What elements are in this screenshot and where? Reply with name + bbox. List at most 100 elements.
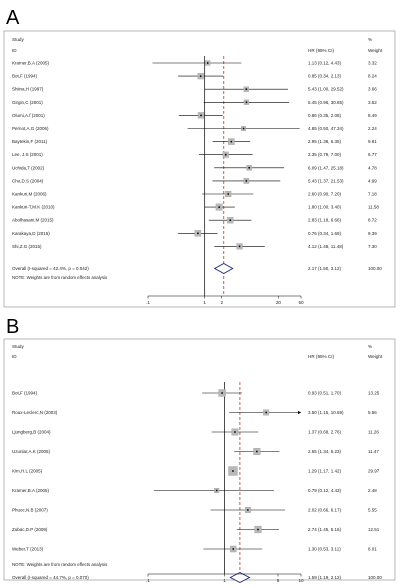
hr-ci-value: 6.09 (1.47, 25.18) [308,165,344,170]
point-estimate [230,140,233,143]
study-label: Olumi,A.f (2001) [12,113,45,118]
weight-value: 6.77 [368,152,377,157]
weight-value: 9.39 [368,231,377,236]
weight-value: 5.56 [368,410,377,415]
weight-value: 11.58 [368,205,379,210]
weight-value: 11.47 [368,449,379,454]
point-estimate [227,193,230,195]
hr-ci-value: 0.93 (0.51, 1.70) [308,391,342,396]
study-label: Baytekin,F (2011) [12,139,48,144]
weights-note: NOTE: Weights are from random effects an… [12,562,108,567]
weight-value: 13.25 [368,391,380,396]
weight-value: 11.26 [368,430,379,435]
x-tick-label: .1 [146,300,150,305]
panel-letter-a: A [6,7,20,29]
point-estimate [229,219,232,222]
plot-frame [3,30,396,308]
hr-ci-value: 0.76 (0.34, 1.69) [308,231,342,236]
overall-diamond [213,262,234,275]
study-label: Lee, J.S (2001) [12,152,43,157]
study-label: Ljungberg,B (2004) [12,430,51,435]
header-id: ID [12,354,17,359]
study-label: Bot,F (1994) [12,391,38,396]
overall-label: Overall (I-squared = 44.7%, p = 0.070) [12,575,89,580]
study-label: Kankuri,M (2006) [12,192,47,197]
weight-value: 3.52 [368,100,377,105]
point-estimate [245,180,248,182]
study-label: Cho,D.S (2004) [12,178,44,183]
x-tick-label: 50 [298,300,304,305]
weights-note: NOTE: Weights are from random effects an… [12,275,108,280]
overall-weight-value: 100.00 [368,575,382,580]
point-estimate [245,88,248,91]
study-label: Zubac,D.P (2009) [12,527,48,532]
weight-value: 8.72 [368,218,377,223]
x-tick-label: 20 [276,300,282,305]
point-estimate [200,114,202,117]
x-tick-label: 2 [220,300,223,305]
hr-ci-value: 4.12 (1.48, 11.48) [308,244,344,249]
study-label: Kramer,B.A (2005) [12,61,50,66]
weight-value: 7.18 [368,192,377,197]
hr-ci-value: 2.95 (1.38, 6.35) [308,139,342,144]
hr-ci-value: 1.37 (0.68, 2.76) [308,430,342,435]
point-estimate [224,153,227,156]
hr-ci-value: 2.83 (1.18, 6.66) [308,218,342,223]
weight-value: 4.78 [368,165,377,170]
study-label: Shiina,H (1997) [12,87,44,92]
study-label: Abolhasani,M (2015) [12,218,54,223]
point-estimate [246,509,249,511]
weight-value: 8.24 [368,74,377,79]
point-estimate [232,548,235,550]
ci-arrow [298,410,301,415]
header-id: ID [12,48,17,53]
study-label: Phuoc,N.B (2007) [12,508,48,513]
hr-ci-value: 1.29 (1.17, 1.42) [308,469,342,474]
hr-ci-value: 2.60 (0.90, 7.20) [308,192,342,197]
hr-ci-value: 5.43 (1.37, 21.53) [308,178,344,183]
point-estimate [265,411,268,414]
point-estimate [199,75,202,77]
point-estimate [238,245,241,248]
hr-ci-value: 0.79 (0.12, 4.43) [308,488,342,493]
weight-value: 3.66 [368,87,377,92]
hr-ci-value: 1.30 (0.53, 3.11) [308,547,341,552]
overall-hr-ci-value: 1.59 (1.19, 2.12) [308,575,342,580]
weight-value: 7.30 [368,244,377,249]
study-label: Weber,T (2013) [12,547,44,552]
header-percent: % [368,344,372,349]
point-estimate [248,166,251,169]
point-estimate [232,470,234,472]
study-label: Kankuri-T,M.K (2010) [12,205,55,210]
study-label: Uzunlar,A.K (2005) [12,449,51,454]
study-label: Shi,Z.G (2015) [12,244,42,249]
hr-ci-value: 2.65 (1.34, 5.23) [308,449,342,454]
weight-value: 29.97 [368,469,380,474]
point-estimate [221,392,223,394]
study-label: Bot,F (1994) [12,74,38,79]
weight-value: 8.01 [368,547,377,552]
hr-ci-value: 1.80 (1.00, 3.40) [308,205,342,210]
x-tick-label: 5 [277,578,280,583]
header-weight: Weight [368,48,383,53]
header-study: Study [12,344,24,349]
plot-frame [3,338,396,581]
weight-value: 12.51 [368,527,380,532]
study-label: Karakaya,D (2015) [12,231,50,236]
header-percent: % [368,37,372,42]
study-label: Roux-Leclerc,N (2003) [12,410,58,415]
x-tick-label: 1 [203,300,206,305]
header-hr: HR (95% CI) [308,354,335,359]
point-estimate [255,450,258,453]
weight-value: 4.99 [368,178,377,183]
x-tick-label: 10 [298,578,304,583]
hr-ci-value: 4.85 (0.50, 47.34) [308,126,344,131]
hr-ci-value: 0.85 (0.34, 2.13) [308,74,342,79]
weight-value: 8.49 [368,113,377,118]
hr-ci-value: 5.43 (1.00, 29.52) [308,87,344,92]
panel-letter-b: B [6,316,19,338]
hr-ci-value: 1.13 (0.12, 4.43) [308,61,342,66]
study-label: Pernot,A.G (2006) [12,126,49,131]
hr-ci-value: 3.50 (1.15, 10.69) [308,410,344,415]
